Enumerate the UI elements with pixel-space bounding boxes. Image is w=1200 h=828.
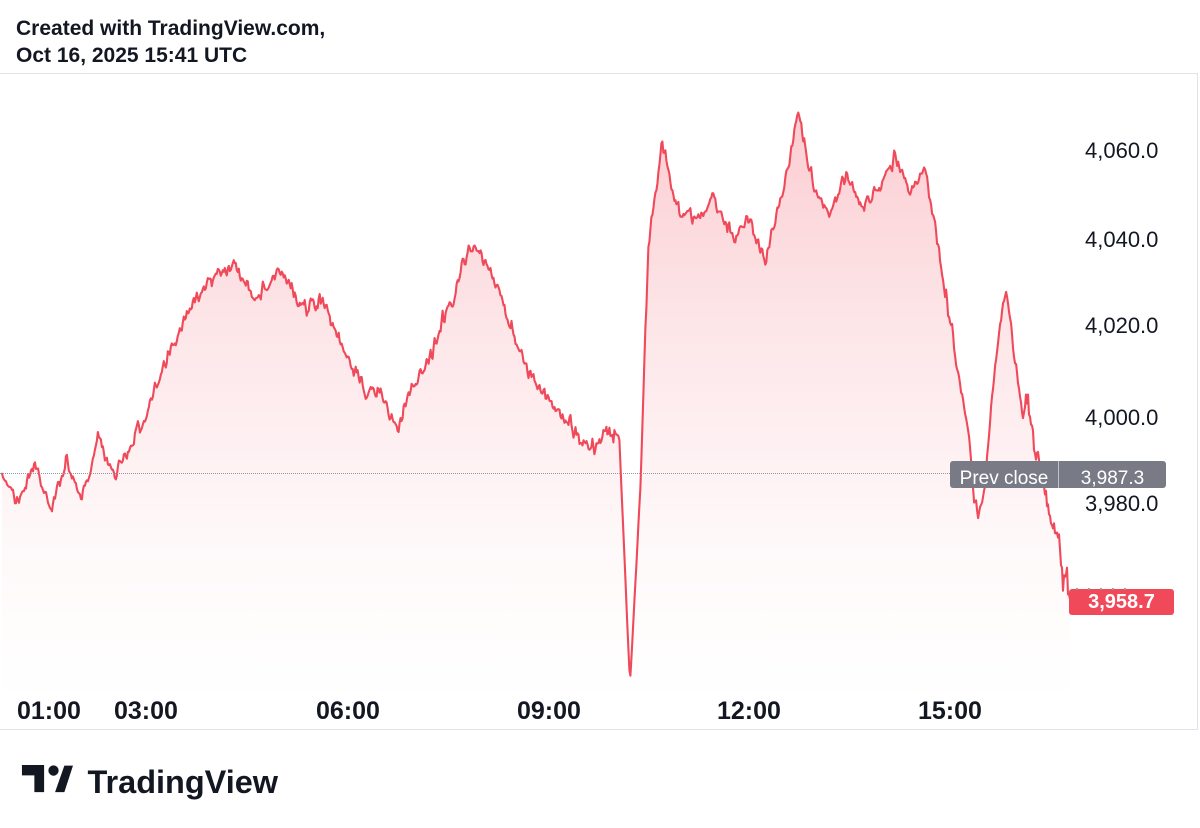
svg-text:TradingView: TradingView	[88, 764, 279, 800]
